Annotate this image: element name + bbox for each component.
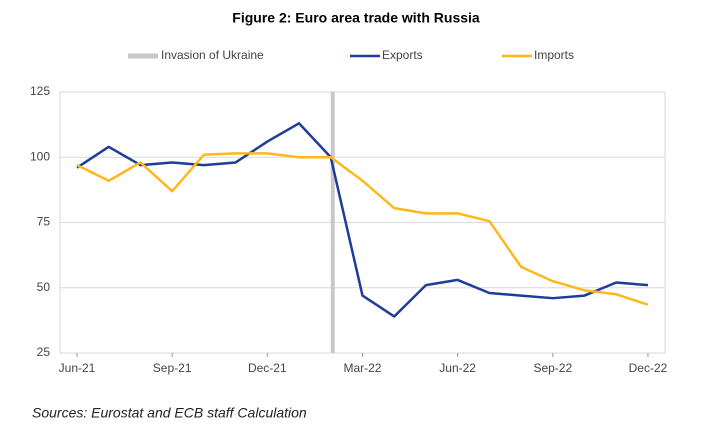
y-tick-label: 125 (30, 84, 50, 98)
x-tick-label: Jun-22 (439, 361, 476, 375)
x-tick-label: Sep-22 (533, 361, 572, 375)
legend-label: Imports (534, 48, 574, 62)
legend-label: Exports (382, 48, 423, 62)
line-series (76, 152, 649, 306)
y-tick-label: 25 (37, 345, 51, 359)
y-tick-label: 75 (37, 215, 51, 229)
x-tick-label: Dec-21 (248, 361, 287, 375)
y-tick-label: 100 (30, 149, 50, 163)
chart-title: Figure 2: Euro area trade with Russia (232, 10, 480, 26)
x-tick-label: Mar-22 (343, 361, 381, 375)
x-tick-label: Dec-22 (629, 361, 668, 375)
x-tick-label: Sep-21 (153, 361, 192, 375)
x-tick-label: Jun-21 (59, 361, 96, 375)
legend-label: Invasion of Ukraine (161, 48, 264, 62)
y-tick-label: 50 (37, 280, 51, 294)
source-note: Sources: Eurostat and ECB staff Calculat… (32, 405, 307, 421)
line-series (76, 122, 649, 318)
